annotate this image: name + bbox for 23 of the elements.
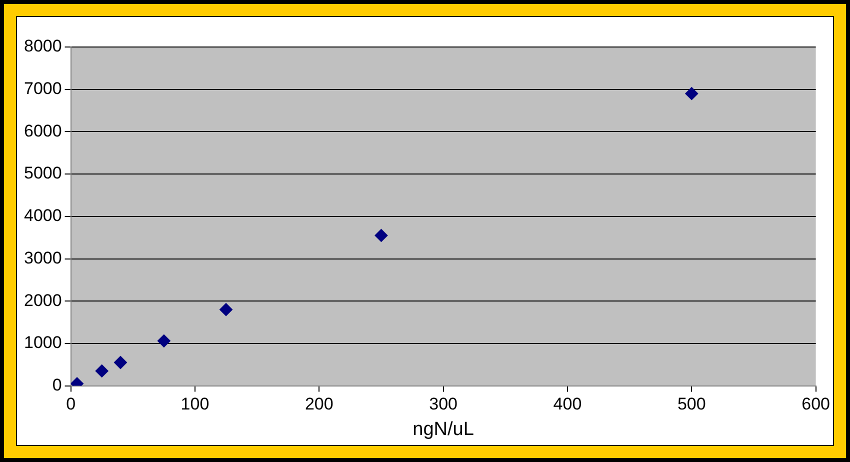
x-tick-label: 100 [180,394,210,414]
y-tick-label: 8000 [24,36,62,56]
point [114,356,127,370]
point [95,364,108,378]
x-tick-label: 0 [66,394,76,414]
x-tick-label: 600 [802,394,830,414]
x-axis-title: ngN/uL [412,418,474,440]
point [220,303,233,316]
y-tick-label: 0 [52,375,62,394]
x-tick-label: 300 [429,394,458,414]
y-tick-label: 7000 [24,79,62,98]
y-tick-label: 1000 [24,333,62,352]
point [157,334,170,348]
y-tick-label: 4000 [24,206,62,226]
x-tick-label: 200 [304,394,334,414]
y-tick-label: 2000 [24,290,62,310]
point [374,228,388,242]
x-tick-label: 500 [677,394,706,414]
point [685,87,698,100]
y-tick-label: 5000 [24,164,62,183]
y-tick-label: 3000 [24,248,62,268]
x-tick-label: 400 [553,394,582,414]
y-tick-label: 6000 [24,121,62,140]
